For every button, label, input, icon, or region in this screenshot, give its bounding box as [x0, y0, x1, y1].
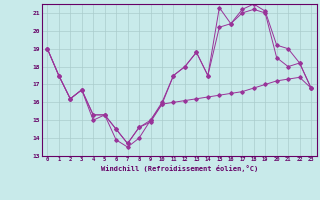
X-axis label: Windchill (Refroidissement éolien,°C): Windchill (Refroidissement éolien,°C) [100, 165, 258, 172]
